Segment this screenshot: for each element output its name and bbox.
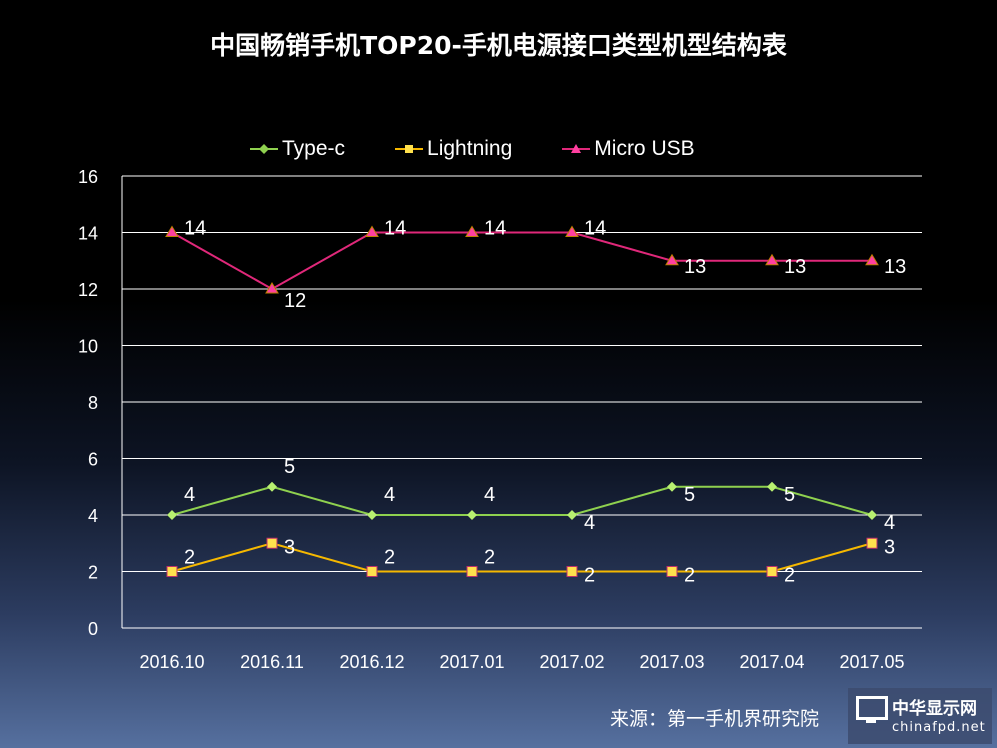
watermark-url: chinafpd.net [892, 720, 986, 735]
data-label: 4 [384, 484, 395, 506]
data-point [865, 253, 879, 266]
series-line-0 [171, 485, 873, 516]
data-label: 3 [884, 536, 895, 558]
data-point [365, 225, 379, 237]
data-label: 2 [484, 547, 495, 569]
y-tick-label: 12 [78, 280, 98, 300]
data-label: 2 [384, 547, 395, 569]
data-point [266, 537, 278, 549]
data-point [265, 282, 279, 294]
data-point [166, 566, 178, 577]
legend-label: Lightning [427, 137, 513, 160]
data-point [267, 481, 277, 492]
data-point [565, 225, 579, 237]
legend-square-icon [395, 145, 424, 153]
data-point [766, 566, 778, 577]
data-label: 12 [284, 290, 306, 312]
x-tick-label: 2017.03 [639, 652, 704, 672]
data-point [866, 537, 878, 549]
legend-triangle-icon [562, 144, 591, 153]
data-label: 13 [684, 256, 706, 278]
data-label: 3 [284, 536, 295, 558]
data-point [466, 566, 478, 577]
data-point [667, 481, 677, 492]
data-label: 14 [384, 218, 406, 240]
data-point [367, 510, 377, 520]
data-point [567, 510, 577, 520]
y-tick-label: 6 [88, 450, 98, 470]
data-point [467, 510, 477, 520]
x-tick-label: 2017.04 [739, 652, 804, 672]
data-label: 5 [784, 484, 795, 506]
y-tick-label: 16 [78, 167, 98, 187]
y-tick-label: 14 [78, 224, 98, 244]
watermark-name: 中华显示网 [892, 699, 977, 719]
data-label: 2 [784, 565, 795, 587]
data-label: 4 [584, 512, 595, 534]
data-label: 13 [884, 256, 906, 278]
x-tick-label: 2017.02 [539, 652, 604, 672]
data-point [167, 510, 177, 520]
data-point [566, 566, 578, 577]
x-tick-label: 2016.12 [339, 652, 404, 672]
legend-item-micro-usb: Micro USB [562, 137, 695, 161]
data-point [767, 481, 777, 492]
monitor-icon [856, 696, 888, 720]
data-label: 2 [584, 565, 595, 587]
legend: Type-c Lightning Micro USB [250, 137, 695, 161]
data-label: 5 [684, 484, 695, 506]
data-label: 14 [184, 218, 206, 240]
legend-label: Micro USB [594, 137, 695, 160]
watermark-logo: 中华显示网 chinafpd.net [848, 688, 992, 744]
y-tick-label: 4 [88, 506, 98, 526]
y-tick-label: 8 [88, 393, 98, 413]
legend-label: Type-c [282, 137, 346, 160]
series-line-1 [171, 542, 873, 573]
data-point [665, 253, 679, 266]
data-point [465, 225, 479, 237]
series-line-2 [171, 231, 872, 291]
data-label: 4 [184, 484, 195, 506]
legend-diamond-icon [250, 144, 278, 154]
data-label: 2 [184, 547, 195, 569]
x-tick-label: 2017.05 [839, 652, 904, 672]
x-tick-label: 2016.10 [139, 652, 204, 672]
data-point [666, 566, 678, 577]
legend-item-type-c: Type-c [250, 137, 345, 161]
legend-item-lightning: Lightning [395, 137, 512, 161]
data-point [165, 225, 179, 237]
y-tick-label: 0 [88, 619, 98, 639]
data-point [765, 253, 779, 266]
y-tick-label: 10 [78, 337, 98, 357]
y-tick-label: 2 [88, 563, 98, 583]
data-label: 2 [684, 565, 695, 587]
data-label: 13 [784, 256, 806, 278]
data-label: 4 [884, 512, 895, 534]
data-label: 14 [484, 218, 506, 240]
data-label: 4 [484, 484, 495, 506]
x-tick-label: 2017.01 [439, 652, 504, 672]
source-note: 来源：第一手机界研究院 [610, 708, 820, 730]
data-point [366, 566, 378, 577]
data-label: 14 [584, 218, 606, 240]
data-label: 5 [284, 456, 295, 478]
data-point [867, 510, 877, 520]
x-tick-label: 2016.11 [240, 652, 304, 672]
chart-title: 中国畅销手机TOP20-手机电源接口类型机型结构表 [210, 31, 787, 60]
